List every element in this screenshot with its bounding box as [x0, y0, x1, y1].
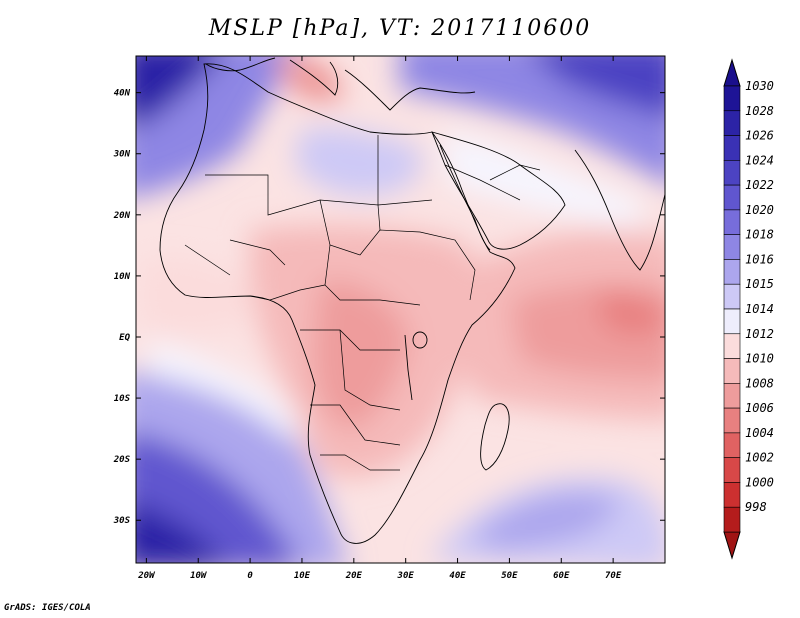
colorbar-label: 1014 — [745, 302, 774, 316]
longitude-axis: 20W 10W 0 10E 20E 30E 40E 50E 60E 70E — [137, 56, 622, 581]
y-tick-label: 30S — [113, 516, 131, 526]
colorbar-swatch — [723, 184, 741, 211]
colorbar-swatch — [723, 234, 741, 260]
colorbar-swatch — [723, 85, 741, 112]
y-tick-label: 20N — [113, 211, 131, 221]
y-tick-label: 10S — [114, 394, 131, 404]
plot-frame — [135, 55, 666, 564]
y-tick-label: 40N — [114, 89, 131, 99]
x-tick-label: 0 — [247, 571, 253, 581]
country-borders — [184, 135, 541, 471]
colorbar-swatch — [723, 209, 741, 235]
colorbar-label: 1004 — [745, 426, 774, 440]
credit-label: GrADS: IGES/COLA — [4, 603, 91, 613]
colorbar-label: 1030 — [745, 79, 774, 93]
x-tick-label: 20W — [137, 571, 156, 581]
x-tick-label: 40E — [449, 571, 466, 581]
y-tick-label: EQ — [119, 333, 130, 343]
colorbar-swatch — [723, 457, 741, 483]
colorbar-label: 1020 — [745, 203, 774, 217]
coastline-overlay — [159, 57, 665, 544]
x-tick-label: 70E — [605, 571, 622, 581]
x-tick-label: 10W — [190, 571, 208, 581]
colorbar-label: 1026 — [745, 129, 774, 143]
colorbar-label: 1015 — [745, 277, 774, 291]
colorbar-label: 998 — [745, 500, 767, 514]
colorbar-label: 1012 — [745, 327, 774, 341]
colorbar-swatch — [723, 283, 741, 310]
y-tick-label: 20S — [113, 455, 131, 465]
colorbar-label: 1008 — [745, 376, 774, 390]
colorbar-label: 1016 — [745, 252, 774, 266]
colorbar-label: 1018 — [745, 228, 774, 242]
colorbar-swatch — [723, 407, 741, 434]
colorbar-label: 1024 — [745, 153, 774, 167]
colorbar-top-arrow — [723, 58, 741, 87]
colorbar-label: 1000 — [745, 475, 774, 489]
colorbar: 1030 1028 1026 1024 1022 1020 1018 1016 1015 1014… — [723, 58, 774, 560]
colorbar-swatch — [723, 308, 741, 335]
colorbar-swatch — [723, 482, 741, 508]
x-tick-label: 50E — [501, 571, 518, 581]
colorbar-swatch — [723, 333, 741, 359]
y-tick-label: 30N — [113, 150, 131, 160]
map-title: MSLP [hPa], VT: 2017110600 — [208, 16, 592, 41]
y-tick-label: 10N — [114, 272, 131, 282]
latitude-axis: 40N 30N 20N 10N EQ 10S 20S 30S — [113, 89, 665, 526]
colorbar-swatch — [723, 432, 741, 458]
colorbar-label: 1010 — [745, 352, 774, 366]
x-tick-label: 30E — [397, 571, 415, 581]
colorbar-swatch — [723, 383, 741, 409]
colorbar-swatch — [723, 160, 741, 186]
colorbar-bottom-arrow — [723, 531, 741, 560]
x-tick-label: 20E — [345, 571, 363, 581]
colorbar-swatch — [723, 110, 741, 136]
x-tick-label: 10E — [294, 571, 311, 581]
colorbar-label: 1006 — [745, 401, 774, 415]
colorbar-swatch — [723, 358, 741, 384]
colorbar-label: 1002 — [745, 451, 774, 465]
colorbar-label: 1028 — [745, 104, 774, 118]
colorbar-swatch — [723, 259, 741, 285]
colorbar-swatch — [723, 135, 741, 161]
pressure-field — [136, 56, 665, 563]
colorbar-label: 1022 — [745, 178, 774, 192]
colorbar-swatch — [723, 506, 741, 533]
x-tick-label: 60E — [553, 571, 570, 581]
